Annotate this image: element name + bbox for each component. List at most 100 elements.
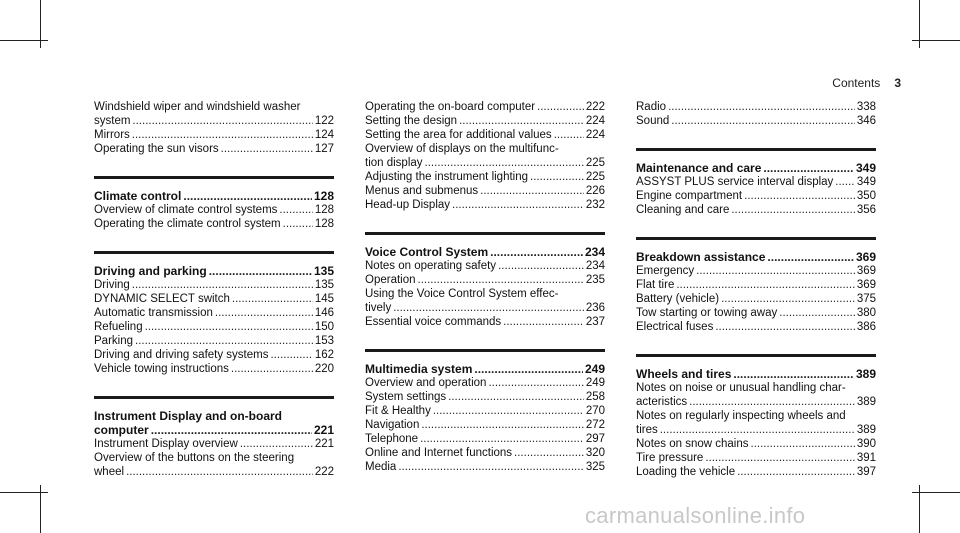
toc-entry[interactable]: Operating the climate control system 128: [94, 217, 334, 231]
toc-entry[interactable]: Overview of the buttons on the steering w…: [94, 451, 334, 479]
toc-entry[interactable]: Emergency 369: [636, 264, 876, 278]
page-ref[interactable]: 349: [855, 161, 876, 175]
page-ref[interactable]: 386: [856, 321, 876, 333]
toc-section-heading[interactable]: Wheels and tires 389: [636, 367, 876, 381]
toc-entry[interactable]: Menus and submenus 226: [365, 184, 605, 198]
toc-entry[interactable]: Notes on noise or unusual handling char-…: [636, 381, 876, 409]
page-ref[interactable]: 356: [856, 204, 876, 216]
toc-entry[interactable]: Media 325: [365, 460, 605, 474]
toc-entry[interactable]: Electrical fuses 386: [636, 320, 876, 334]
page-ref[interactable]: 146: [314, 307, 334, 319]
page-ref[interactable]: 226: [585, 185, 605, 197]
toc-entry[interactable]: DYNAMIC SELECT switch 145: [94, 292, 334, 306]
page-ref[interactable]: 346: [856, 115, 876, 127]
page-ref[interactable]: 397: [856, 466, 876, 478]
page-ref[interactable]: 221: [313, 423, 334, 437]
toc-entry[interactable]: Telephone 297: [365, 432, 605, 446]
page-ref[interactable]: 220: [314, 363, 334, 375]
page-ref[interactable]: 122: [314, 115, 334, 127]
page-ref[interactable]: 325: [585, 461, 605, 473]
toc-entry[interactable]: System settings 258: [365, 390, 605, 404]
toc-entry[interactable]: Using the Voice Control System effec-tiv…: [365, 287, 605, 315]
page-ref[interactable]: 389: [856, 396, 876, 408]
toc-entry[interactable]: ASSYST PLUS service interval display 349: [636, 175, 876, 189]
page-ref[interactable]: 320: [585, 447, 605, 459]
toc-entry[interactable]: Parking 153: [94, 334, 334, 348]
toc-entry[interactable]: Fit & Healthy 270: [365, 404, 605, 418]
page-ref[interactable]: 249: [584, 362, 605, 376]
page-ref[interactable]: 232: [585, 199, 605, 211]
page-ref[interactable]: 162: [314, 349, 334, 361]
toc-entry[interactable]: Instrument Display overview 221: [94, 437, 334, 451]
toc-entry[interactable]: Overview of climate control systems 128: [94, 203, 334, 217]
page-ref[interactable]: 270: [585, 405, 605, 417]
toc-entry[interactable]: Setting the design 224: [365, 114, 605, 128]
page-ref[interactable]: 338: [856, 101, 876, 113]
toc-entry[interactable]: Cleaning and care 356: [636, 203, 876, 217]
toc-section-heading[interactable]: Driving and parking 135: [94, 264, 334, 278]
page-ref[interactable]: 128: [314, 218, 334, 230]
page-ref[interactable]: 234: [584, 245, 605, 259]
toc-entry[interactable]: Loading the vehicle 397: [636, 465, 876, 479]
page-ref[interactable]: 225: [585, 171, 605, 183]
page-ref[interactable]: 145: [314, 293, 334, 305]
toc-entry[interactable]: Driving 135: [94, 278, 334, 292]
toc-entry[interactable]: Notes on snow chains 390: [636, 437, 876, 451]
toc-entry[interactable]: Automatic transmission 146: [94, 306, 334, 320]
toc-entry[interactable]: Driving and driving safety systems 162: [94, 348, 334, 362]
toc-entry[interactable]: Operating the sun visors 127: [94, 142, 334, 156]
page-ref[interactable]: 150: [314, 321, 334, 333]
toc-entry[interactable]: Operating the on-board computer 222: [365, 100, 605, 114]
page-ref[interactable]: 225: [585, 157, 605, 169]
page-ref[interactable]: 135: [314, 279, 334, 291]
page-ref[interactable]: 127: [314, 143, 334, 155]
toc-entry[interactable]: Windshield wiper and windshield washer sy…: [94, 100, 334, 128]
page-ref[interactable]: 391: [856, 452, 876, 464]
page-ref[interactable]: 349: [856, 176, 876, 188]
page-ref[interactable]: 369: [855, 250, 876, 264]
page-ref[interactable]: 222: [314, 466, 334, 478]
page-ref[interactable]: 234: [585, 260, 605, 272]
page-ref[interactable]: 153: [314, 335, 334, 347]
toc-entry[interactable]: Notes on regularly inspecting wheels and…: [636, 409, 876, 437]
toc-entry[interactable]: Refueling 150: [94, 320, 334, 334]
toc-section-heading[interactable]: Voice Control System 234: [365, 245, 605, 259]
page-ref[interactable]: 128: [314, 204, 334, 216]
page-ref[interactable]: 369: [856, 265, 876, 277]
toc-entry[interactable]: Flat tire 369: [636, 278, 876, 292]
page-ref[interactable]: 249: [585, 377, 605, 389]
toc-entry[interactable]: Sound 346: [636, 114, 876, 128]
toc-entry[interactable]: Essential voice commands 237: [365, 315, 605, 329]
toc-entry[interactable]: Vehicle towing instructions 220: [94, 362, 334, 376]
toc-entry[interactable]: Radio 338: [636, 100, 876, 114]
page-ref[interactable]: 124: [314, 129, 334, 141]
page-ref[interactable]: 224: [585, 129, 605, 141]
page-ref[interactable]: 390: [856, 438, 876, 450]
page-ref[interactable]: 389: [855, 367, 876, 381]
toc-entry[interactable]: Tow starting or towing away 380: [636, 306, 876, 320]
toc-entry[interactable]: Overview and operation 249: [365, 376, 605, 390]
toc-entry[interactable]: Navigation 272: [365, 418, 605, 432]
page-ref[interactable]: 221: [314, 438, 334, 450]
toc-entry[interactable]: Operation 235: [365, 273, 605, 287]
toc-entry[interactable]: Battery (vehicle) 375: [636, 292, 876, 306]
toc-entry[interactable]: Online and Internet functions 320: [365, 446, 605, 460]
toc-entry[interactable]: Notes on operating safety 234: [365, 259, 605, 273]
page-ref[interactable]: 236: [585, 302, 605, 314]
page-ref[interactable]: 135: [313, 264, 334, 278]
toc-entry[interactable]: Adjusting the instrument lighting 225: [365, 170, 605, 184]
page-ref[interactable]: 128: [313, 189, 334, 203]
toc-entry[interactable]: Head-up Display 232: [365, 198, 605, 212]
page-ref[interactable]: 237: [585, 316, 605, 328]
toc-entry[interactable]: Tire pressure 391: [636, 451, 876, 465]
toc-section-heading[interactable]: Climate control 128: [94, 189, 334, 203]
toc-section-heading[interactable]: Multimedia system 249: [365, 362, 605, 376]
toc-section-heading[interactable]: Breakdown assistance 369: [636, 250, 876, 264]
page-ref[interactable]: 380: [856, 307, 876, 319]
toc-entry[interactable]: Engine compartment 350: [636, 189, 876, 203]
page-ref[interactable]: 389: [856, 424, 876, 436]
toc-entry[interactable]: Overview of displays on the multifunc-ti…: [365, 142, 605, 170]
page-ref[interactable]: 235: [585, 274, 605, 286]
page-ref[interactable]: 222: [585, 101, 605, 113]
